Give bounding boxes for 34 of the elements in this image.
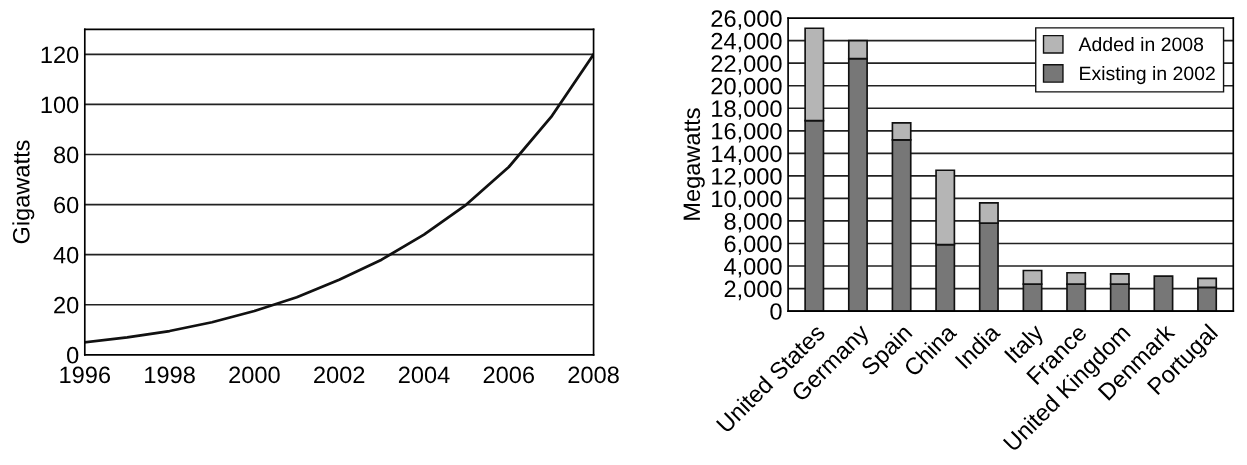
- legend-label: Added in 2008: [1078, 36, 1204, 52]
- x-tick-label: 2004: [398, 366, 450, 384]
- x-tick-label: 2006: [483, 366, 534, 384]
- y-tick-label: 4,000: [724, 258, 782, 278]
- y-tick-label: 24,000: [711, 32, 782, 53]
- y-tick-label: 80: [54, 146, 79, 164]
- y-tick-label: 20: [54, 296, 79, 314]
- y-tick-label: 0: [770, 303, 782, 320]
- y-tick-label: 20,000: [711, 77, 782, 98]
- y-axis-title: Megawatts: [683, 108, 705, 220]
- y-tick-label: 120: [41, 46, 79, 64]
- y-tick-label: 18,000: [712, 100, 782, 120]
- y-tick-label: 14,000: [712, 145, 782, 165]
- x-tick-label: 2008: [568, 366, 619, 384]
- y-tick-label: 12,000: [712, 167, 782, 188]
- x-tick-label: 2000: [229, 366, 280, 384]
- x-tick-label: 2002: [314, 366, 365, 384]
- y-tick-label: 0: [67, 346, 79, 364]
- y-tick-label: 40: [53, 246, 79, 264]
- x-tick-label: 1998: [145, 366, 195, 384]
- legend-label: Existing in 2002: [1080, 66, 1215, 85]
- x-tick-label: 1996: [60, 366, 111, 384]
- y-tick-label: 2,000: [724, 280, 782, 301]
- line-series: [84, 52, 594, 344]
- y-tick-label: 6,000: [724, 235, 782, 256]
- y-tick-label: 8,000: [724, 213, 782, 233]
- y-tick-label: 10,000: [712, 190, 782, 210]
- y-axis-title: Gigawatts: [12, 140, 35, 244]
- y-tick-label: 16,000: [712, 122, 782, 143]
- y-tick-label: 22,000: [711, 55, 782, 75]
- y-tick-label: 100: [41, 96, 79, 114]
- bar: [1153, 275, 1174, 312]
- y-tick-label: 60: [54, 196, 79, 214]
- y-tick-label: 26,000: [711, 10, 782, 30]
